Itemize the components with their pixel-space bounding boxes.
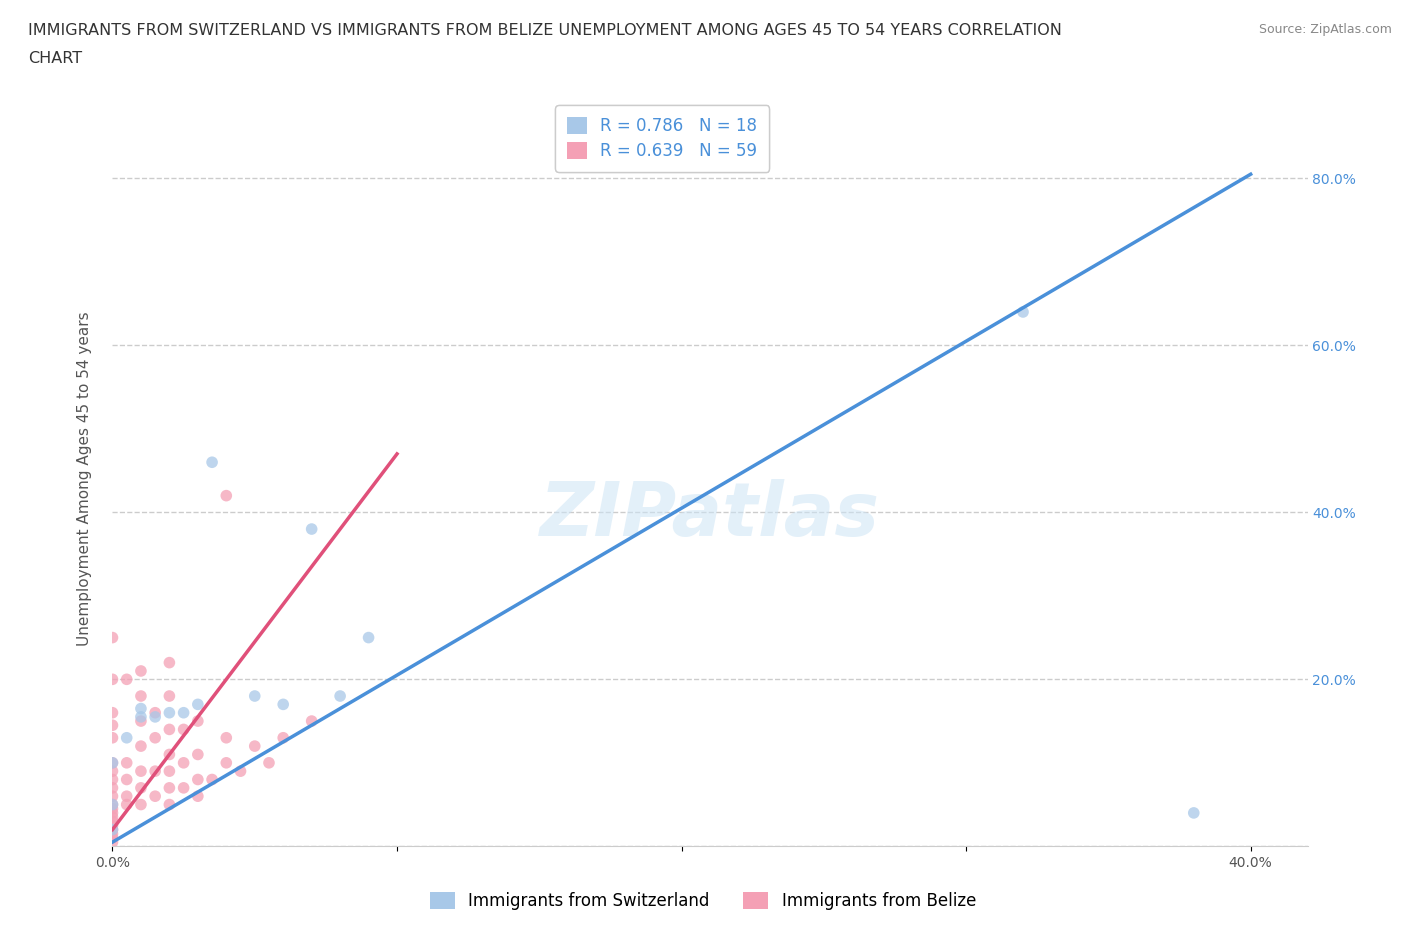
Point [101,797,124,812]
Point [157,688,180,703]
Point [157,780,180,795]
Point [101,822,124,837]
Point [101,814,124,829]
Point [115,671,138,686]
Point [101,755,124,770]
Point [101,797,124,812]
Point [1012,304,1035,319]
Point [143,789,166,804]
Point [101,730,124,745]
Point [129,764,152,778]
Point [201,772,224,787]
Point [101,805,124,820]
Point [201,455,224,470]
Point [157,764,180,778]
Point [187,789,209,804]
Text: Source: ZipAtlas.com: Source: ZipAtlas.com [1258,23,1392,36]
Point [271,730,294,745]
Point [129,663,152,678]
Point [215,730,238,745]
Point [157,722,180,737]
Point [101,671,124,686]
Point [101,822,124,837]
Text: ZIPatlas: ZIPatlas [540,479,880,552]
Point [157,747,180,762]
Point [187,697,209,711]
Point [129,780,152,795]
Point [243,738,266,753]
Point [101,755,124,770]
Point [101,802,124,817]
Legend: R = 0.786   N = 18, R = 0.639   N = 59: R = 0.786 N = 18, R = 0.639 N = 59 [555,105,769,171]
Point [143,710,166,724]
Point [129,701,152,716]
Point [329,688,352,703]
Point [243,688,266,703]
Y-axis label: Unemployment Among Ages 45 to 54 years: Unemployment Among Ages 45 to 54 years [77,312,91,646]
Point [187,713,209,728]
Point [101,810,124,825]
Point [215,755,238,770]
Point [101,835,124,850]
Point [101,705,124,720]
Point [173,722,195,737]
Point [115,789,138,804]
Point [101,764,124,778]
Point [187,772,209,787]
Point [129,688,152,703]
Point [173,780,195,795]
Point [101,830,124,845]
Point [115,730,138,745]
Text: CHART: CHART [28,51,82,66]
Point [257,755,280,770]
Point [115,755,138,770]
Point [115,797,138,812]
Point [101,780,124,795]
Point [101,772,124,787]
Point [1182,805,1205,820]
Point [229,764,252,778]
Point [101,631,124,645]
Text: IMMIGRANTS FROM SWITZERLAND VS IMMIGRANTS FROM BELIZE UNEMPLOYMENT AMONG AGES 45: IMMIGRANTS FROM SWITZERLAND VS IMMIGRANT… [28,23,1062,38]
Point [157,797,180,812]
Point [101,818,124,833]
Point [129,738,152,753]
Point [187,747,209,762]
Point [129,713,152,728]
Point [101,789,124,804]
Point [173,705,195,720]
Point [301,713,323,728]
Point [143,705,166,720]
Point [101,718,124,733]
Point [129,797,152,812]
Point [143,764,166,778]
Legend: Immigrants from Switzerland, Immigrants from Belize: Immigrants from Switzerland, Immigrants … [423,885,983,917]
Point [157,705,180,720]
Point [301,522,323,537]
Point [215,488,238,503]
Point [115,772,138,787]
Point [129,710,152,724]
Point [173,755,195,770]
Point [271,697,294,711]
Point [157,656,180,671]
Point [357,631,380,645]
Point [143,730,166,745]
Point [101,827,124,842]
